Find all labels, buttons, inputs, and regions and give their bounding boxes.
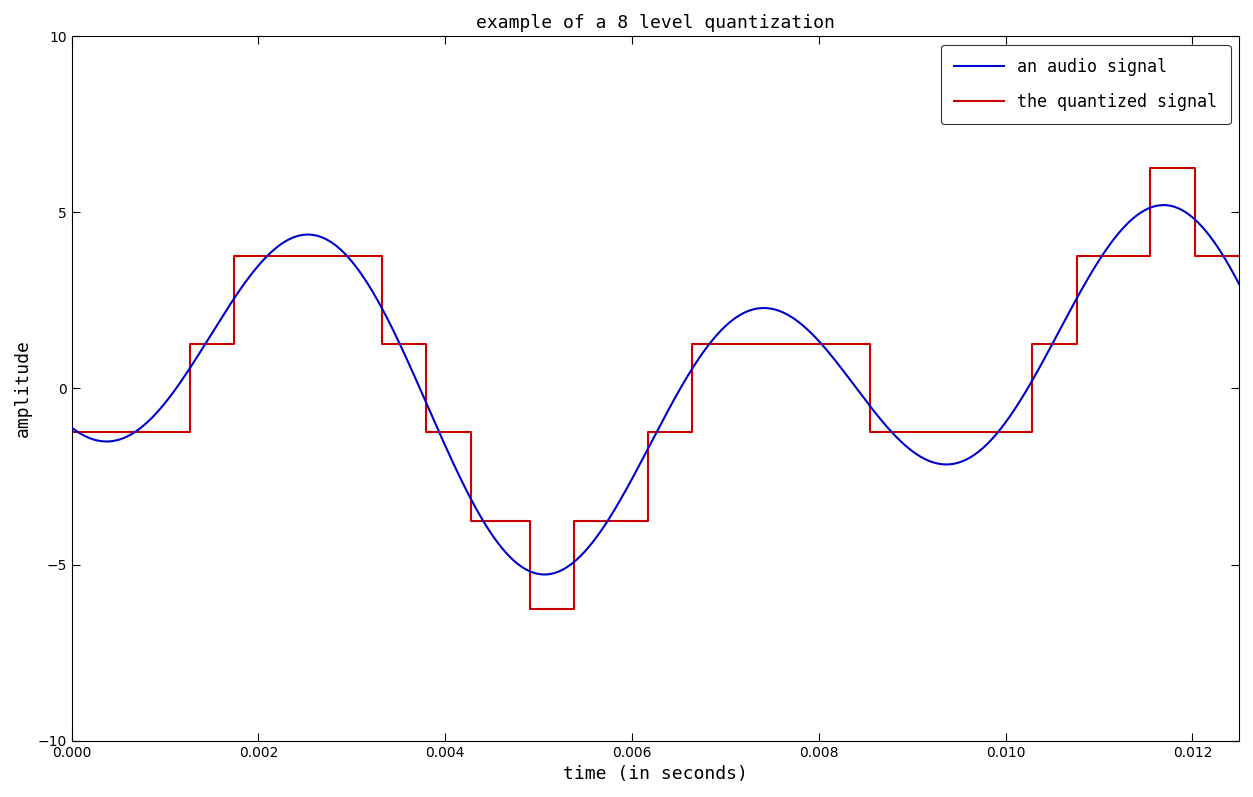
Line: an audio signal: an audio signal: [71, 205, 1239, 575]
Y-axis label: amplitude: amplitude: [14, 340, 31, 438]
the quantized signal: [94, 428, 109, 438]
the quantized signal: [1232, 252, 1247, 261]
the quantized signal: [94, 428, 109, 438]
the quantized signal: [123, 428, 138, 438]
Line: the quantized signal: the quantized signal: [71, 168, 1239, 609]
the quantized signal: [551, 604, 566, 614]
an audio signal: [1170, 203, 1185, 213]
an audio signal: [1157, 200, 1172, 210]
an audio signal: [64, 422, 79, 432]
an audio signal: [635, 454, 650, 464]
Legend: an audio signal, the quantized signal: an audio signal, the quantized signal: [941, 45, 1230, 124]
an audio signal: [134, 422, 149, 432]
an audio signal: [538, 570, 553, 579]
an audio signal: [113, 434, 128, 444]
the quantized signal: [492, 516, 507, 525]
X-axis label: time (in seconds): time (in seconds): [563, 765, 748, 783]
Title: example of a 8 level quantization: example of a 8 level quantization: [476, 14, 834, 32]
the quantized signal: [64, 428, 79, 438]
the quantized signal: [684, 428, 699, 438]
the quantized signal: [523, 604, 538, 614]
the quantized signal: [1143, 163, 1158, 173]
an audio signal: [69, 426, 84, 436]
an audio signal: [1232, 280, 1247, 289]
an audio signal: [293, 230, 308, 240]
